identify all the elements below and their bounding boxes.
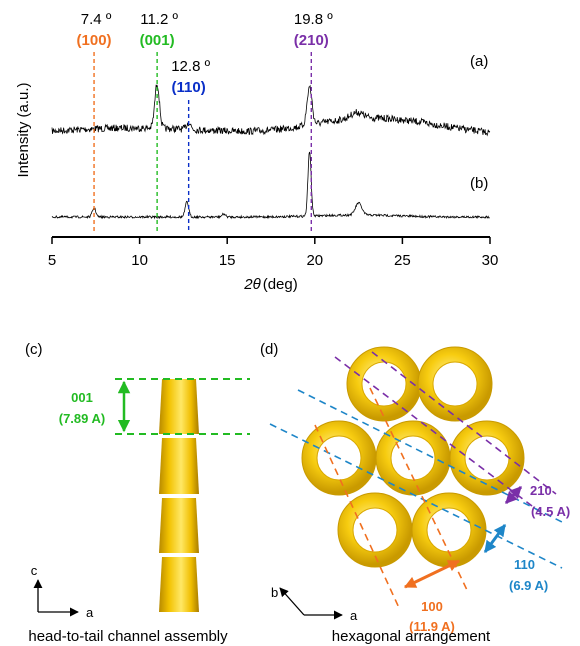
peak-hkl-label: (210)	[294, 32, 329, 49]
peak-angle-label: 19.8 º	[294, 11, 333, 28]
xrd-trace-b	[51, 151, 490, 220]
x-ticks: 5 10 15 20 25 30	[48, 237, 499, 269]
plane-line-100-2	[369, 387, 468, 591]
axis-c-label: c	[31, 563, 38, 578]
channel-segment-4	[159, 557, 199, 612]
channel-ring	[347, 347, 421, 421]
panel-c-caption: head-to-tail channel assembly	[28, 628, 228, 645]
panel-c-label: (c)	[25, 341, 43, 358]
x-axis-label: 2θ (deg)	[243, 276, 298, 293]
channel-ring-outline	[449, 420, 525, 496]
peak-angle-label: 12.8 º	[171, 58, 210, 75]
channel-ring-inner	[316, 435, 362, 481]
axis-b-label: b	[271, 585, 278, 600]
channel-ring	[338, 493, 412, 567]
series-label-a: (a)	[470, 53, 488, 70]
spacing-label-001: 001	[71, 390, 93, 405]
xrd-chart: Intensity (a.u.) (a) (b) 7.4 º (100) 11.2 …	[15, 11, 498, 293]
spacing-arrow-100	[403, 559, 461, 589]
plane-line-110-2	[297, 389, 567, 525]
channel-ring-inner	[390, 435, 436, 481]
channel-stack	[159, 379, 199, 612]
channel-ring	[450, 421, 524, 495]
peak-hkl-label: (110)	[172, 79, 206, 96]
spacing-value-210: (4.5 A)	[531, 504, 570, 519]
axis-a-label: a	[86, 605, 94, 620]
peak-hkl-label: (100)	[77, 32, 112, 49]
x-tick-label: 30	[482, 252, 499, 269]
spacing-arrow-110	[483, 524, 507, 553]
x-tick-label: 15	[219, 252, 236, 269]
plane-line-110-1	[269, 423, 563, 569]
peak-annotations: 7.4 º (100) 11.2 º (001) 12.8 º (110) 19.8 º (2…	[77, 11, 333, 233]
axis-a-label-d: a	[350, 608, 358, 623]
channel-segment-2	[159, 438, 199, 494]
panel-d-hexagonal-arrangement: (d) 210 (4.5 A) 110 (6.9 A) 100 (11.9 A)…	[260, 341, 570, 645]
x-tick-label: 20	[306, 252, 323, 269]
spacing-label-100: 100	[421, 599, 443, 614]
channel-ring-inner	[432, 361, 478, 407]
channel-ring-inner	[426, 507, 472, 553]
channel-ring-inner	[352, 507, 398, 553]
channel-ring	[302, 421, 376, 495]
x-tick-label: 10	[131, 252, 148, 269]
spacing-value-001: (7.89 A)	[59, 411, 105, 426]
panel-c-channel-assembly: (c) 001 (7.89 A) c a head-to-tail channe…	[25, 341, 250, 645]
channel-ring	[418, 347, 492, 421]
spacing-arrow-210	[504, 485, 523, 505]
panel-d-caption: hexagonal arrangement	[332, 628, 491, 645]
peak-hkl-label: (001)	[140, 32, 175, 49]
axis-b-arrow	[279, 587, 305, 616]
peak-angle-label: 7.4 º	[81, 11, 112, 28]
y-axis-label: Intensity (a.u.)	[15, 82, 32, 177]
spacing-label-110: 110	[514, 557, 535, 572]
plane-line-100-1	[314, 424, 401, 611]
x-tick-label: 5	[48, 252, 56, 269]
panel-d-label: (d)	[260, 341, 278, 358]
channel-ring-inner	[464, 435, 510, 481]
plane-line-210-2	[371, 351, 557, 495]
x-axis-label-symbol: 2θ	[243, 276, 260, 293]
plane-line-210-1	[334, 356, 541, 513]
channel-segment-1	[159, 379, 199, 434]
channel-ring-outline	[417, 346, 493, 422]
channel-ring-inner	[361, 361, 407, 407]
channel-ring	[412, 493, 486, 567]
channel-ring	[376, 421, 450, 495]
spacing-value-110: (6.9 A)	[509, 578, 548, 593]
spacing-value-100: (11.9 A)	[409, 619, 455, 634]
series-label-b: (b)	[470, 175, 488, 192]
channel-segment-3	[159, 498, 199, 553]
spacing-label-210: 210	[530, 483, 552, 498]
x-axis-label-unit: (deg)	[263, 276, 298, 293]
peak-angle-label: 11.2 º	[140, 11, 178, 28]
x-tick-label: 25	[394, 252, 411, 269]
xrd-trace-a	[51, 84, 491, 137]
